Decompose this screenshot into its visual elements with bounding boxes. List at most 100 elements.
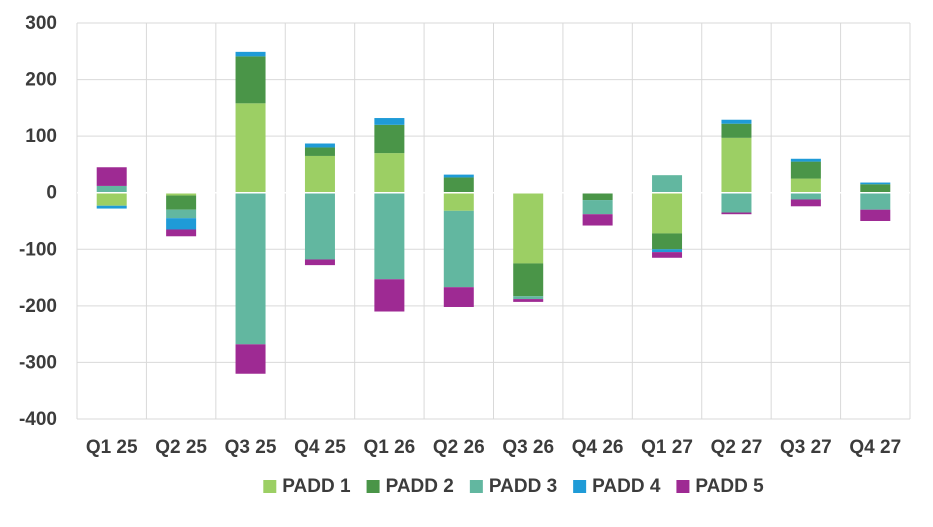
bar-segment-padd-3 [166,209,197,219]
bar-segment-padd-4 [166,218,197,230]
x-axis: Q1 25 Q2 25 Q3 25 Q4 25 Q1 26 Q2 26 Q3 26 Q4 26… [86,437,901,458]
bar-segment-padd-3 [860,192,891,210]
bar-segment-padd-5 [374,279,405,312]
bar-segment-padd-1 [443,192,474,211]
bar-segment-padd-2 [721,123,752,138]
bar-segment-padd-2 [790,161,821,179]
y-tick-label: 300 [25,13,57,34]
legend: PADD 1 PADD 2 PADD 3 PADD 4 PADD 5 [263,476,764,497]
bar-segment-padd-2 [235,56,266,104]
legend-label: PADD 4 [592,476,661,497]
bar-segment-padd-4 [96,205,127,209]
x-tick-label: Q3 25 [225,437,277,458]
x-tick-label: Q4 27 [849,437,901,458]
bar-segment-padd-5 [304,259,335,266]
bar-stack [582,192,613,226]
x-tick-label: Q1 26 [363,437,415,458]
legend-swatch [366,480,380,493]
bar-segment-padd-1 [304,155,335,193]
bar-segment-padd-4 [235,51,266,57]
bar-segment-padd-5 [513,299,544,302]
grid-layer [76,22,911,420]
bar-segment-padd-2 [582,192,613,201]
bar-segment-padd-4 [652,249,683,253]
bar-segment-padd-3 [374,192,405,280]
bar-stack [652,175,683,258]
bar-stack [513,192,544,302]
bar-segment-padd-4 [374,118,405,125]
bar-segment-padd-1 [513,192,544,264]
x-tick-label: Q4 26 [572,437,624,458]
bar-segment-padd-2 [304,147,335,156]
bar-stack [374,118,405,312]
bar-segment-padd-2 [443,177,474,193]
legend-swatch [676,480,690,493]
bar-stack [235,51,266,374]
bar-segment-padd-1 [235,103,266,193]
legend-label: PADD 2 [386,476,454,497]
bar-segment-padd-2 [374,124,405,154]
bar-segment-padd-1 [166,192,197,196]
bar-segment-padd-3 [790,192,821,200]
bar-segment-padd-3 [652,175,683,193]
bar-segment-padd-3 [96,185,127,193]
y-axis: -400 -300 -200 -100 0 100 200 300 [19,13,57,430]
legend-item-padd-2: PADD 2 [366,476,454,497]
x-tick-label: Q2 26 [433,437,485,458]
bar-segment-padd-4 [721,119,752,124]
bar-segment-padd-1 [790,178,821,193]
y-tick-label: 200 [25,70,57,91]
bar-stack [790,158,821,207]
y-tick-label: -200 [19,296,57,317]
bar-segment-padd-4 [860,182,891,185]
legend-label: PADD 1 [282,476,351,497]
x-tick-label: Q3 26 [502,437,554,458]
x-tick-label: Q1 27 [641,437,693,458]
legend-swatch [573,480,587,493]
x-tick-label: Q4 25 [294,437,346,458]
bar-segment-padd-2 [652,233,683,250]
bar-segment-padd-5 [443,287,474,307]
y-tick-label: -100 [19,239,57,260]
x-tick-label: Q1 25 [86,437,138,458]
legend-swatch [469,480,483,493]
bar-segment-padd-5 [166,229,197,237]
bar-stack [443,174,474,307]
bar-segment-padd-2 [860,184,891,193]
bar-segment-padd-3 [443,210,474,288]
bar-segment-padd-1 [374,153,405,193]
y-tick-label: -300 [19,352,57,373]
bar-segment-padd-3 [582,200,613,215]
bar-stack [166,192,197,237]
bar-stack [860,182,891,221]
y-tick-label: 100 [25,126,57,147]
bar-segment-padd-1 [721,137,752,193]
bar-segment-padd-5 [96,167,127,186]
legend-item-padd-4: PADD 4 [573,476,661,497]
bar-segment-padd-3 [304,192,335,260]
bars-layer [77,51,910,374]
bar-segment-padd-4 [304,143,335,148]
y-tick-label: -400 [19,409,57,430]
x-tick-label: Q3 27 [780,437,832,458]
bar-segment-padd-2 [513,263,544,297]
bar-segment-padd-5 [235,344,266,374]
bar-segment-padd-3 [721,192,752,213]
bar-segment-padd-2 [166,195,197,210]
bar-segment-padd-5 [790,199,821,207]
legend-item-padd-5: PADD 5 [676,476,764,497]
bar-stack [721,119,752,215]
bar-segment-padd-5 [721,212,752,215]
x-tick-label: Q2 27 [711,437,763,458]
y-tick-label: 0 [46,183,57,204]
bar-segment-padd-5 [860,209,891,221]
bar-segment-padd-4 [790,158,821,162]
bar-segment-padd-3 [235,192,266,345]
legend-label: PADD 3 [489,476,557,497]
bar-segment-padd-4 [443,174,474,178]
bar-stack [96,167,127,209]
bar-segment-padd-1 [96,192,127,206]
legend-item-padd-3: PADD 3 [469,476,557,497]
